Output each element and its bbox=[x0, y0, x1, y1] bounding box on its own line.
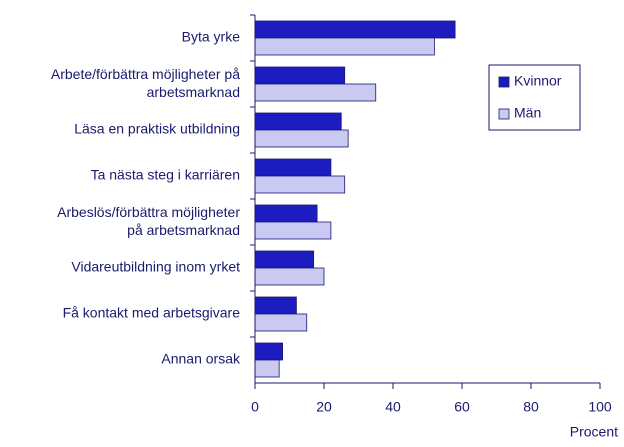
bar bbox=[254, 204, 318, 223]
legend-swatch bbox=[498, 108, 510, 120]
legend-swatch bbox=[498, 76, 510, 88]
x-tick-label: 20 bbox=[316, 399, 332, 415]
bar bbox=[254, 37, 435, 56]
bar bbox=[254, 267, 325, 286]
x-tick-label: 100 bbox=[588, 399, 612, 415]
x-tick-label: 60 bbox=[454, 399, 470, 415]
y-tick-label: Byta yrke bbox=[182, 29, 241, 45]
y-tick-label: Arbeslös/förbättra möjligheter på arbetsm… bbox=[57, 204, 240, 238]
x-tick-label: 40 bbox=[385, 399, 401, 415]
bar bbox=[254, 313, 308, 332]
bar bbox=[254, 20, 456, 39]
bar bbox=[254, 296, 297, 315]
bar bbox=[254, 83, 377, 102]
legend-label: Män bbox=[514, 105, 541, 121]
y-tick-label: Vidareutbildning inom yrket bbox=[71, 259, 240, 275]
x-axis-label: Procent bbox=[570, 424, 618, 440]
y-tick-label: Läsa en praktisk utbildning bbox=[74, 121, 240, 137]
x-tick-label: 80 bbox=[523, 399, 539, 415]
bar bbox=[254, 66, 346, 85]
bar bbox=[254, 342, 284, 361]
legend-label: Kvinnor bbox=[514, 73, 562, 89]
y-tick-label: Få kontakt med arbetsgivare bbox=[63, 305, 241, 321]
y-tick-label: Ta nästa steg i karriären bbox=[91, 167, 240, 183]
bar bbox=[254, 359, 280, 378]
bar bbox=[254, 158, 332, 177]
y-tick-label: Arbete/förbättra möjligheter på arbetsmar… bbox=[51, 66, 240, 100]
bar bbox=[254, 175, 346, 194]
bar bbox=[254, 129, 349, 148]
y-tick-label: Annan orsak bbox=[161, 351, 241, 367]
bar bbox=[254, 112, 342, 131]
bar bbox=[254, 221, 332, 240]
x-tick-label: 0 bbox=[251, 399, 259, 415]
bar bbox=[254, 250, 315, 269]
